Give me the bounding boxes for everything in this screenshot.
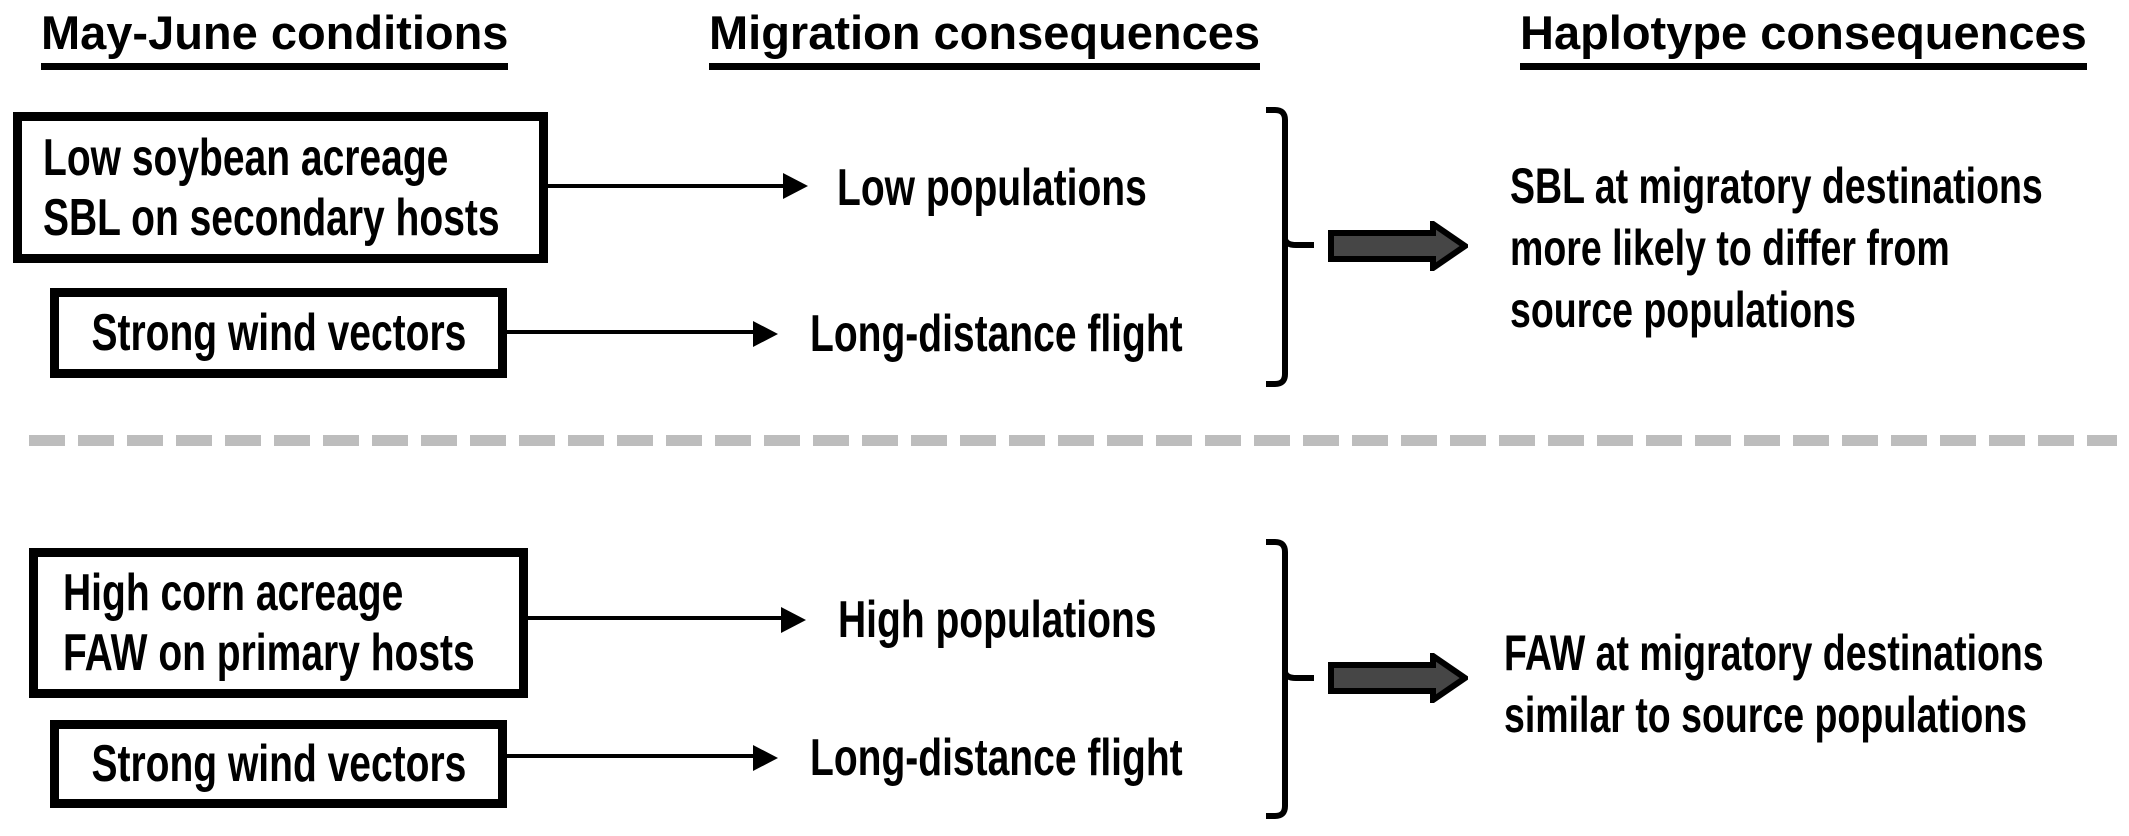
right-arrowhead-icon [753, 321, 778, 347]
column-header-migration-label: Migration consequences [709, 6, 1261, 70]
flow-line [548, 184, 783, 188]
result-line: similar to source populations [1504, 687, 2028, 743]
consequence-label-flight-top: Long-distance flight [810, 303, 1307, 365]
condition-box-soybean-text: Low soybean acreage SBL on secondary hos… [43, 128, 500, 248]
block-arrow-icon [1328, 653, 1468, 703]
consequence-text: Long-distance flight [810, 305, 1183, 363]
result-line: SBL at migratory destinations [1510, 158, 2043, 214]
haplotype-result-faw: FAW at migratory destinations similar to… [1504, 622, 2129, 746]
column-header-migration: Migration consequences [709, 6, 1261, 70]
condition-box-soybean: Low soybean acreage SBL on secondary hos… [13, 112, 548, 263]
condition-box-wind-bottom-text: Strong wind vectors [91, 734, 466, 794]
column-header-conditions-label: May-June conditions [41, 6, 509, 70]
condition-box-corn: High corn acreage FAW on primary hosts [29, 548, 528, 698]
condition-line: Low soybean acreage [43, 128, 449, 187]
condition-line: Strong wind vectors [91, 735, 466, 793]
result-line: source populations [1510, 282, 1856, 338]
consequence-text: Long-distance flight [810, 729, 1183, 787]
condition-line: FAW on primary hosts [63, 624, 475, 682]
consequence-label-populations-bottom: High populations [838, 589, 1263, 651]
condition-line: High corn acreage [63, 564, 404, 622]
group-brace-icon [1266, 107, 1314, 387]
flow-line [528, 616, 781, 620]
condition-box-corn-text: High corn acreage FAW on primary hosts [63, 563, 475, 683]
condition-line: Strong wind vectors [91, 304, 466, 362]
consequence-label-flight-bottom: Long-distance flight [810, 727, 1307, 789]
condition-box-wind-top-text: Strong wind vectors [91, 303, 466, 363]
result-line: FAW at migratory destinations [1504, 625, 2044, 681]
right-arrowhead-icon [783, 173, 808, 199]
result-line: more likely to differ from [1510, 220, 1950, 276]
right-arrowhead-icon [753, 745, 778, 771]
column-header-haplotype-label: Haplotype consequences [1520, 6, 2087, 70]
group-brace-icon [1266, 539, 1314, 819]
consequence-text: High populations [838, 591, 1157, 649]
condition-box-wind-bottom: Strong wind vectors [50, 720, 507, 808]
block-arrow-icon [1328, 221, 1468, 271]
column-header-conditions: May-June conditions [41, 6, 509, 70]
section-divider [29, 435, 2117, 446]
consequence-label-populations-top: Low populations [837, 157, 1250, 219]
consequence-text: Low populations [837, 159, 1147, 217]
condition-box-wind-top: Strong wind vectors [50, 288, 507, 378]
column-header-haplotype: Haplotype consequences [1520, 6, 2087, 70]
condition-line: SBL on secondary hosts [43, 188, 500, 247]
flow-line [507, 754, 753, 758]
flow-line [507, 330, 753, 334]
right-arrowhead-icon [781, 607, 806, 633]
haplotype-result-sbl: SBL at migratory destinations more likel… [1510, 155, 2129, 341]
